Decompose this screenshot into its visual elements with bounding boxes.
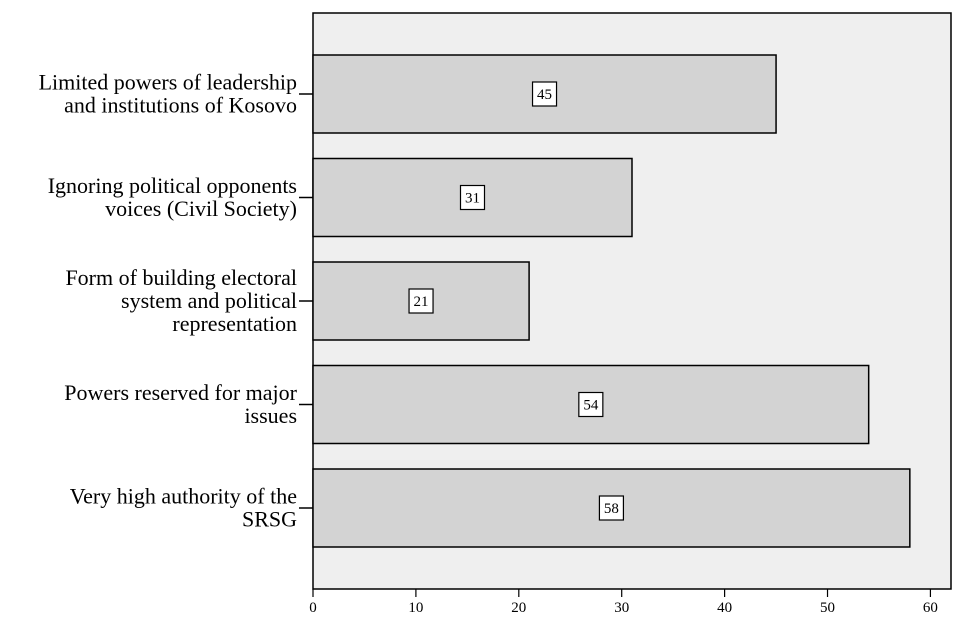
bar-value-label: 58	[604, 501, 619, 517]
category-label: Form of building electoral system and pol…	[65, 265, 297, 336]
bar-value-label: 31	[465, 191, 480, 207]
y-axis: Limited powers of leadership and institut…	[39, 70, 313, 532]
bar-value-label: 54	[583, 398, 599, 414]
category-label: Very high authority of the SRSG	[70, 484, 297, 532]
x-tick-label: 50	[820, 600, 835, 616]
x-tick-label: 60	[923, 600, 938, 616]
x-tick-label: 0	[309, 600, 317, 616]
x-tick-label: 10	[408, 600, 423, 616]
bar-value-label: 21	[414, 294, 429, 310]
bar-value-label: 45	[537, 87, 552, 103]
category-label: Limited powers of leadership and institut…	[39, 70, 297, 118]
x-tick-label: 30	[614, 600, 629, 616]
x-axis: 0 10 20 30 40 50 60	[309, 589, 938, 616]
category-label: Powers reserved for major issues	[64, 380, 297, 428]
category-label: Ignoring political opponents voices (Civi…	[48, 173, 297, 221]
x-tick-label: 40	[717, 600, 732, 616]
x-tick-label: 20	[511, 600, 526, 616]
